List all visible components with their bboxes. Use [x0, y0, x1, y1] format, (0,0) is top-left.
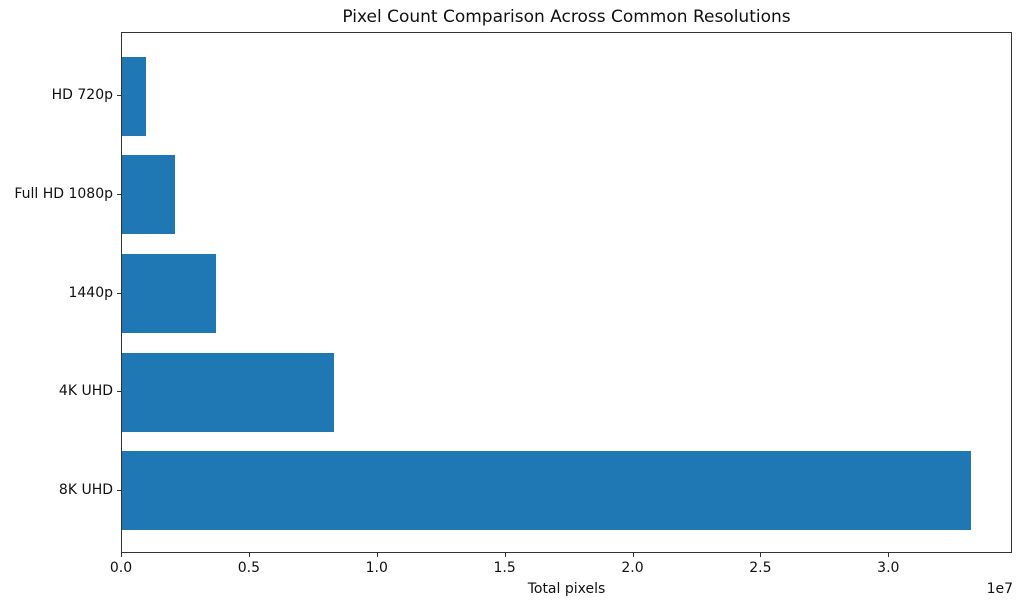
x-tick-mark — [632, 553, 634, 557]
axis-offset-label: 1e7 — [986, 581, 1013, 597]
y-tick-mark — [117, 292, 121, 294]
y-tick-label: Full HD 1080p — [14, 185, 113, 202]
bar — [122, 352, 335, 432]
x-tick-mark — [121, 553, 122, 557]
y-tick-label: 4K UHD — [58, 383, 113, 400]
bar — [122, 155, 176, 235]
x-tick-label: 0.5 — [237, 560, 260, 576]
x-tick-label: 0.0 — [109, 560, 133, 576]
x-tick-label: 3.0 — [877, 560, 900, 576]
chart-title: Pixel Count Comparison Across Common Res… — [342, 7, 791, 27]
y-tick-label: HD 720p — [51, 87, 113, 104]
x-tick-mark — [888, 553, 890, 557]
y-tick-label: 8K UHD — [58, 481, 113, 498]
y-tick-mark — [117, 95, 121, 97]
x-tick-label: 2.0 — [621, 560, 644, 576]
bar — [122, 254, 217, 333]
x-tick-mark — [760, 553, 762, 557]
bar — [122, 451, 971, 531]
bar — [122, 56, 146, 136]
x-tick-mark — [376, 553, 378, 557]
x-tick-label: 1.0 — [365, 560, 388, 576]
x-tick-mark — [504, 553, 506, 557]
x-tick-label: 1.5 — [493, 560, 516, 576]
x-tick-label: 2.5 — [749, 560, 772, 576]
x-tick-mark — [248, 553, 250, 557]
y-tick-mark — [117, 193, 121, 195]
y-tick-label: 1440p — [68, 284, 113, 301]
x-axis-label: Total pixels — [527, 581, 606, 597]
plot-area — [121, 32, 1012, 553]
y-tick-mark — [117, 391, 121, 393]
y-tick-mark — [117, 489, 121, 491]
